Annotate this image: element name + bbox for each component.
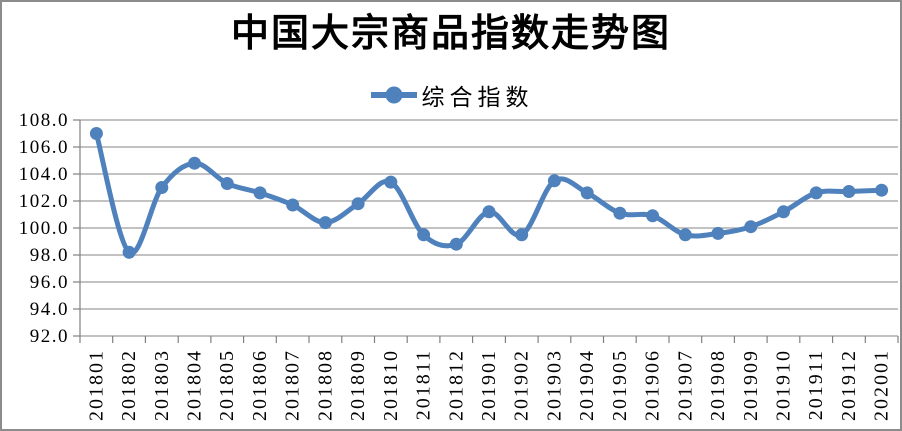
x-tick-label: 201904 xyxy=(576,349,598,421)
y-tick-label: 92.0 xyxy=(30,326,69,347)
chart-title: 中国大宗商品指数走势图 xyxy=(230,13,671,55)
data-point-marker xyxy=(482,205,496,219)
data-point-marker xyxy=(744,220,758,234)
data-point-marker xyxy=(842,185,856,198)
x-tick-label: 201903 xyxy=(543,349,565,421)
x-tick-label: 201807 xyxy=(282,349,304,421)
data-point-marker xyxy=(286,198,300,212)
x-tick-label: 201803 xyxy=(151,349,173,421)
y-tick-label: 96.0 xyxy=(30,272,69,293)
data-point-marker xyxy=(646,209,660,223)
y-tick-label: 94.0 xyxy=(30,299,69,320)
x-tick-label: 201809 xyxy=(347,349,369,421)
data-point-marker xyxy=(777,205,790,219)
y-tick-label: 100.0 xyxy=(19,218,69,239)
x-tick-label: 202001 xyxy=(871,349,893,421)
x-tick-label: 201804 xyxy=(184,349,206,421)
x-tick-label: 201801 xyxy=(85,349,107,421)
x-tick-label: 201810 xyxy=(380,349,402,421)
x-tick-label: 201906 xyxy=(642,349,664,421)
y-tick-label: 98.0 xyxy=(30,245,69,266)
x-tick-label: 201902 xyxy=(511,349,533,421)
data-point-marker xyxy=(547,174,561,188)
data-point-marker xyxy=(515,228,529,242)
x-tick-label: 201812 xyxy=(445,349,467,421)
y-tick-label: 108.0 xyxy=(19,110,69,131)
data-point-marker xyxy=(875,183,889,197)
data-point-marker xyxy=(122,245,136,259)
x-tick-label: 201802 xyxy=(118,349,140,421)
data-point-marker xyxy=(318,216,332,230)
data-point-marker xyxy=(188,156,201,170)
legend: 综合指数 xyxy=(2,80,900,110)
data-point-marker xyxy=(253,186,267,200)
data-point-marker xyxy=(351,197,365,211)
data-point-marker xyxy=(809,186,823,200)
data-point-marker xyxy=(89,127,103,140)
data-point-marker xyxy=(220,177,234,190)
data-point-marker xyxy=(580,186,594,200)
x-tick-label: 201901 xyxy=(478,349,500,421)
x-tick-label: 201806 xyxy=(249,349,271,421)
data-point-marker xyxy=(711,226,725,240)
y-tick-label: 102.0 xyxy=(19,191,69,212)
x-tick-label: 201910 xyxy=(773,349,795,421)
x-tick-label: 201808 xyxy=(314,349,336,421)
data-point-marker xyxy=(384,175,398,189)
x-tick-label: 201912 xyxy=(838,349,860,421)
legend-series-label: 综合指数 xyxy=(421,85,534,110)
data-point-marker xyxy=(417,228,431,242)
x-tick-label: 201909 xyxy=(740,349,762,421)
data-point-marker xyxy=(678,228,692,242)
x-tick-label: 201911 xyxy=(805,349,827,420)
y-tick-label: 106.0 xyxy=(19,137,69,158)
x-tick-label: 201805 xyxy=(216,349,238,421)
y-tick-label: 104.0 xyxy=(19,164,69,185)
x-tick-label: 201905 xyxy=(609,349,631,421)
data-point-marker xyxy=(613,206,627,220)
data-point-marker xyxy=(155,181,169,194)
data-point-marker xyxy=(449,237,463,251)
series-line xyxy=(93,131,885,256)
x-tick-label: 201908 xyxy=(707,349,729,421)
line-marker-icon xyxy=(370,86,417,104)
x-tick-label: 201907 xyxy=(674,349,696,421)
x-tick-label: 201811 xyxy=(413,349,435,420)
